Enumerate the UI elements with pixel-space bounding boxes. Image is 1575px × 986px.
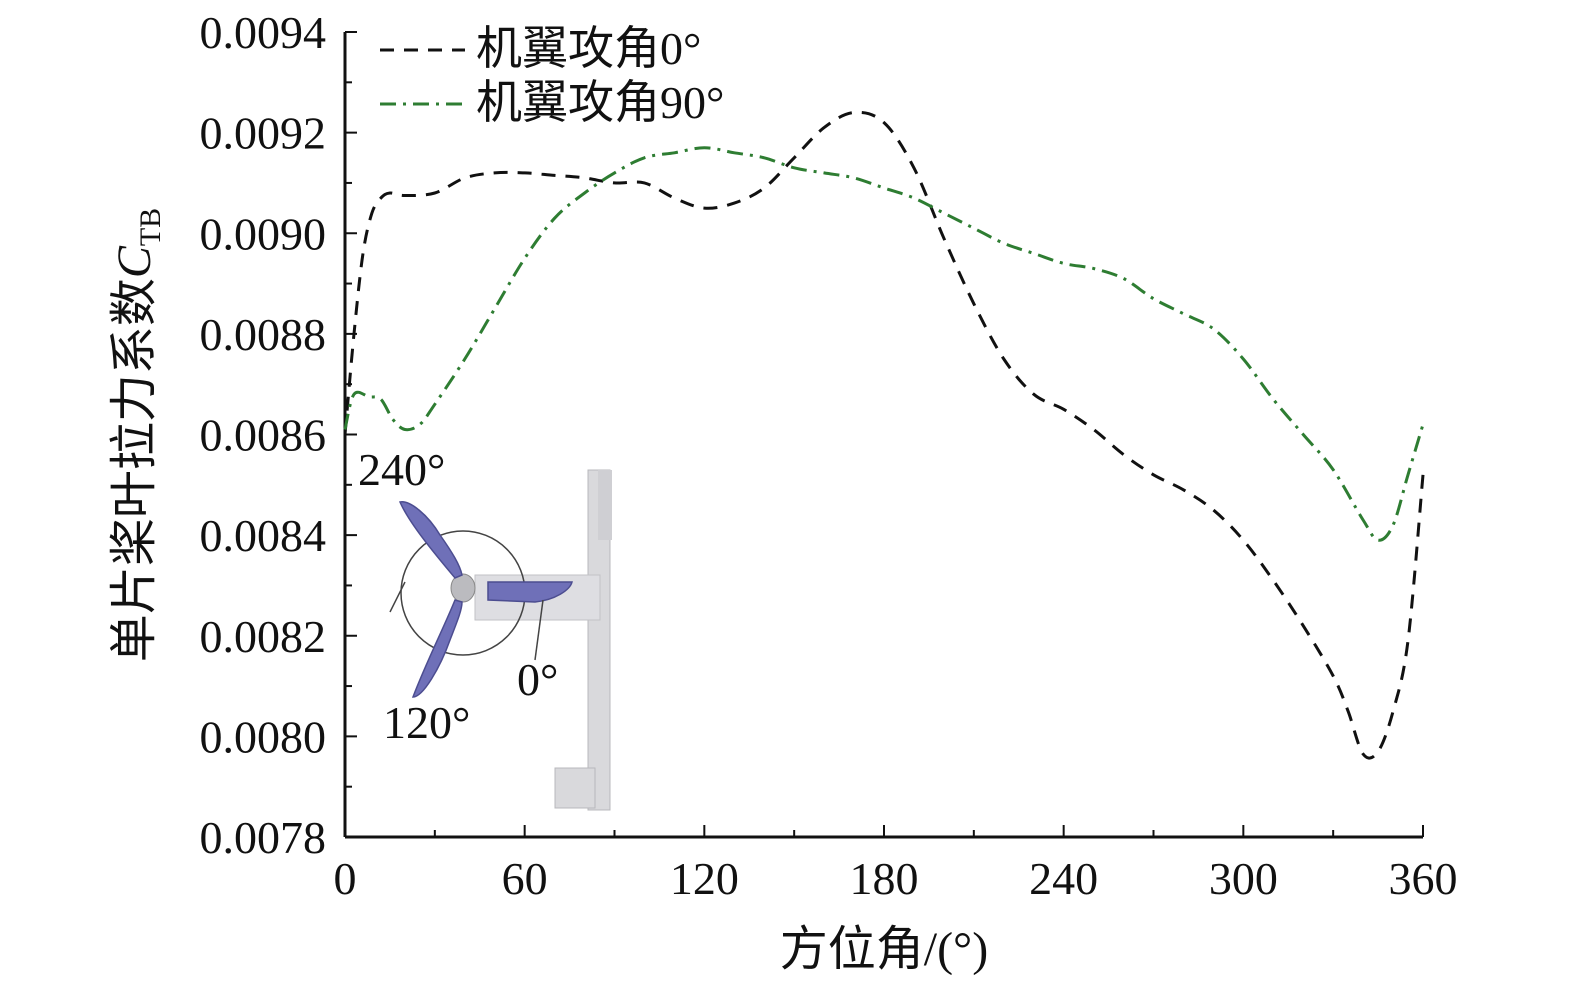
wing-step bbox=[554, 767, 596, 809]
blade-0 bbox=[487, 581, 573, 603]
series-layer bbox=[343, 110, 1425, 760]
y-axis-title-subscript: TB bbox=[134, 208, 167, 246]
x-tick-label: 120 bbox=[670, 853, 739, 904]
rotation-arrow-240 bbox=[389, 581, 406, 613]
y-tick-label: 0.0092 bbox=[200, 108, 327, 159]
blade-120 bbox=[411, 599, 463, 698]
propeller-inset-illustration bbox=[389, 469, 612, 811]
y-tick-label: 0.0088 bbox=[200, 309, 327, 360]
series-line-1 bbox=[343, 146, 1425, 542]
y-axis-title: 单片桨叶拉力系数CTB bbox=[108, 208, 167, 662]
inset-label-0: 0° bbox=[517, 654, 558, 705]
y-tick-label: 0.0086 bbox=[200, 410, 327, 461]
legend-label-series-1: 机翼攻角90° bbox=[476, 77, 724, 128]
blade-240 bbox=[398, 501, 463, 579]
inset-label-120: 120° bbox=[383, 697, 470, 748]
x-tick-label: 180 bbox=[850, 853, 919, 904]
series-line-0 bbox=[343, 110, 1425, 760]
tick-labels: 0 60 120 180 240 300 360 0.0078 0.0080 0.0082 0.00… bbox=[200, 7, 1458, 904]
x-tick-label: 240 bbox=[1029, 853, 1098, 904]
y-tick-label: 0.0078 bbox=[200, 812, 327, 863]
y-tick-label: 0.0094 bbox=[200, 7, 327, 58]
y-tick-label: 0.0080 bbox=[200, 711, 327, 762]
svg-text:单片桨叶拉力系数CTB: 单片桨叶拉力系数CTB bbox=[108, 208, 167, 662]
legend: 机翼攻角0° 机翼攻角90° bbox=[380, 23, 724, 128]
wing-upper-block bbox=[598, 470, 612, 540]
y-tick-label: 0.0082 bbox=[200, 611, 327, 662]
axes bbox=[343, 32, 1423, 839]
x-tick-label: 60 bbox=[502, 853, 548, 904]
y-tick-label: 0.0084 bbox=[200, 510, 327, 561]
inset-label-240: 240° bbox=[358, 444, 445, 495]
axis-ticks bbox=[344, 31, 1424, 838]
y-axis-title-symbol: C bbox=[108, 245, 161, 278]
legend-label-series-0: 机翼攻角0° bbox=[476, 23, 701, 74]
x-tick-label: 0 bbox=[334, 853, 357, 904]
x-axis-title: 方位角/(°) bbox=[780, 923, 989, 976]
x-tick-label: 360 bbox=[1389, 853, 1458, 904]
y-axis-title-text: 单片桨叶拉力系数 bbox=[108, 278, 161, 662]
rotation-arrow-0 bbox=[534, 599, 544, 661]
hub bbox=[450, 573, 476, 603]
y-tick-label: 0.0090 bbox=[200, 208, 327, 259]
x-tick-label: 300 bbox=[1209, 853, 1278, 904]
